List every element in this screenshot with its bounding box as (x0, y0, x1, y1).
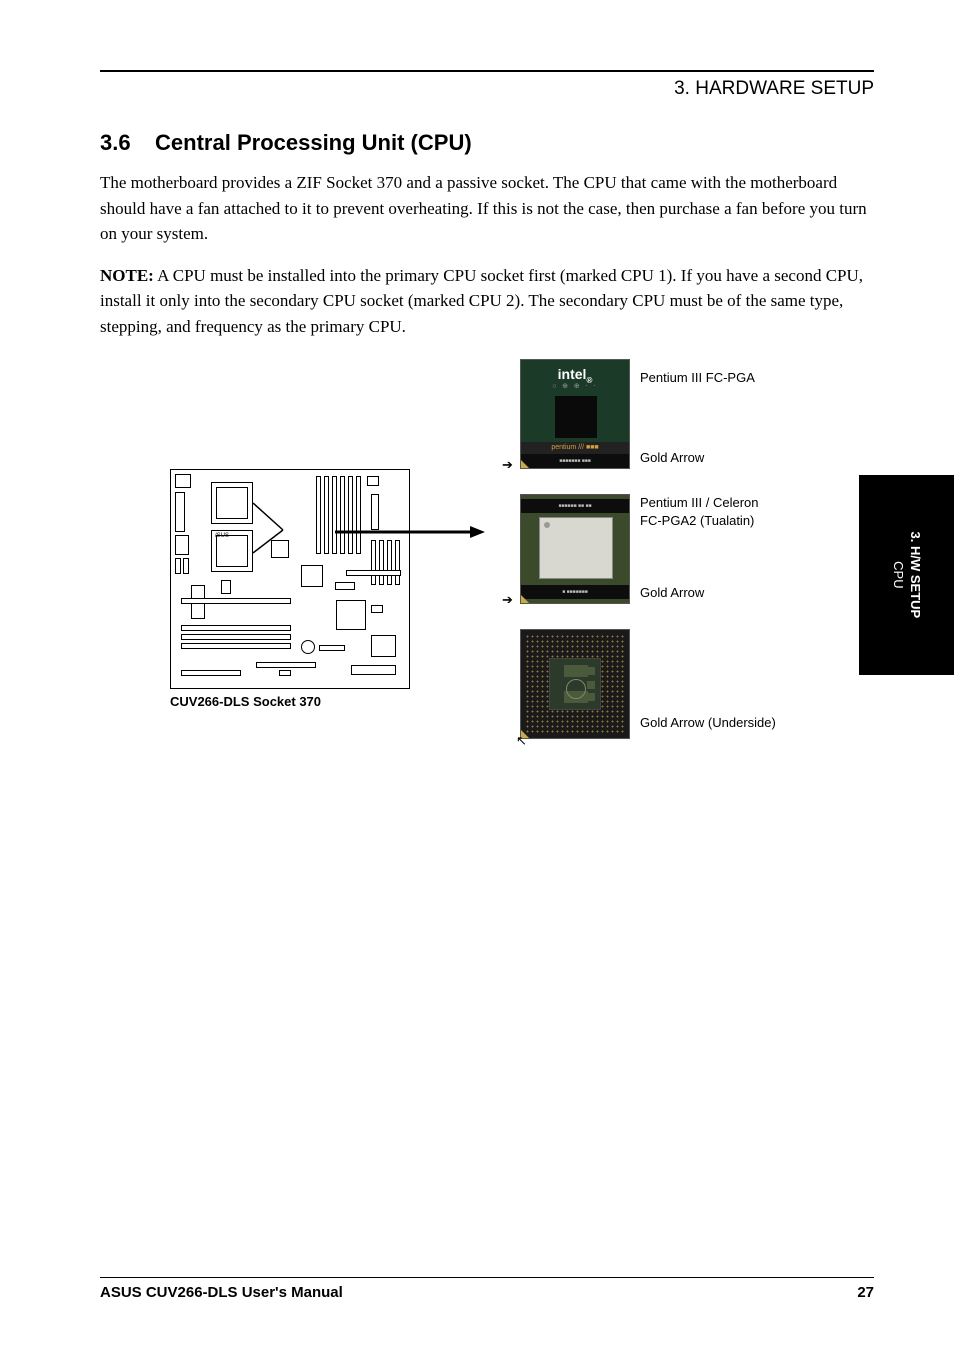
note-body: A CPU must be installed into the primary… (100, 266, 863, 336)
arrow-icon: ➔ (502, 592, 513, 608)
side-tab-line2: CPU (890, 532, 907, 619)
cpu-image-underside (520, 629, 630, 739)
page-footer: ASUS CUV266-DLS User's Manual 27 (100, 1277, 874, 1301)
footer-rule (100, 1277, 874, 1278)
motherboard-diagram: /SUS (170, 469, 410, 689)
arrow-icon (335, 522, 490, 542)
arrow-icon: ➔ (502, 457, 513, 473)
section-title-text: Central Processing Unit (CPU) (155, 130, 472, 155)
cpu-socket-1 (211, 482, 253, 524)
cpu1-label-strip: ■■■■■■■ ■■■ (521, 454, 629, 468)
cpu3-caption: Gold Arrow (Underside) (640, 714, 780, 732)
header-rule (100, 70, 874, 72)
footer-manual-title: ASUS CUV266-DLS User's Manual (100, 1284, 343, 1301)
cpu2-gold-corner (521, 595, 529, 603)
cpu1-pentium-label: pentium /// ■■■ (521, 442, 629, 454)
cpu2-caption: Pentium III / Celeron FC-PGA2 (Tualatin)… (640, 494, 780, 603)
cpu-image-fcpga: intel® ○ ⊕ ⊕ · · pentium /// ■■■ ■■■■■■■… (520, 359, 630, 469)
section-heading: 3.6 Central Processing Unit (CPU) (100, 130, 874, 156)
note-label: NOTE: (100, 266, 154, 285)
paragraph-1: The motherboard provides a ZIF Socket 37… (100, 170, 874, 247)
cpu-image-fcpga2: ■■■■■■ ■■ ■■ ■ ■■■■■■■ (520, 494, 630, 604)
cpu2-label-top: ■■■■■■ ■■ ■■ (521, 499, 629, 513)
paragraph-2: NOTE: A CPU must be installed into the p… (100, 263, 874, 340)
cpu3-center (549, 658, 601, 710)
arrow-icon: ↖ (516, 733, 527, 749)
section-number: 3.6 (100, 130, 131, 155)
cpu1-caption: Pentium III FC-PGA Gold Arrow (640, 369, 780, 467)
cpu2-heatspreader (539, 517, 613, 579)
cpu1-die (555, 396, 597, 438)
cpu1-gold-corner (521, 460, 529, 468)
motherboard-caption: CUV266-DLS Socket 370 (170, 694, 321, 709)
cpu2-label-bot: ■ ■■■■■■■ (521, 585, 629, 599)
side-tab: 3. H/W SETUP CPU (859, 475, 954, 675)
page-header: 3. HARDWARE SETUP (100, 78, 874, 100)
page-number: 27 (857, 1284, 874, 1301)
side-tab-line1: 3. H/W SETUP (907, 532, 924, 619)
asus-logo-text: /SUS (215, 533, 229, 539)
figure-area: /SUS (100, 359, 874, 719)
socket-callout-lines (253, 485, 293, 575)
cpu1-dots: ○ ⊕ ⊕ · · (521, 382, 629, 390)
